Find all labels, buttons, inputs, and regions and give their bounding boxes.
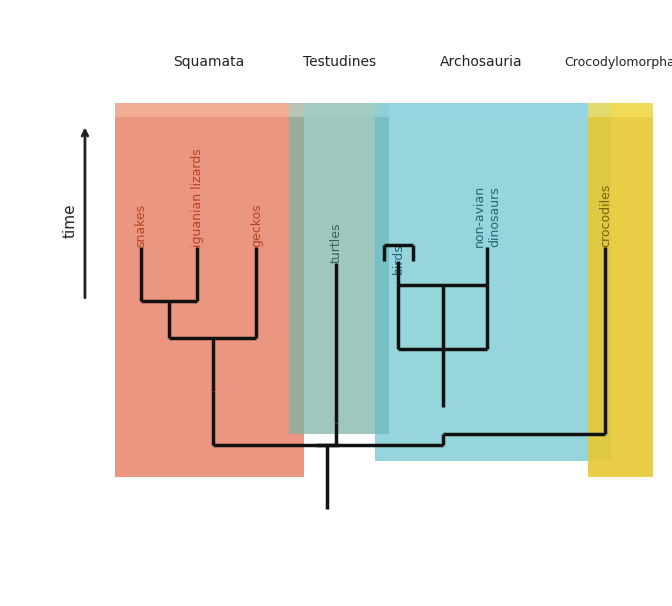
Text: Archosauria: Archosauria: [440, 55, 522, 68]
Bar: [375, 103, 612, 461]
Text: turtles: turtles: [330, 223, 343, 263]
Text: geckos: geckos: [250, 204, 263, 247]
Bar: [289, 103, 390, 434]
Text: iguanian lizards: iguanian lizards: [191, 148, 204, 247]
Text: crocodiles: crocodiles: [599, 184, 612, 247]
Bar: [375, 103, 612, 116]
Bar: [114, 103, 304, 116]
Text: Squamata: Squamata: [173, 55, 245, 68]
Text: snakes: snakes: [134, 204, 148, 247]
Bar: [587, 103, 653, 116]
Bar: [289, 103, 390, 116]
Bar: [114, 103, 304, 476]
Text: time: time: [62, 203, 78, 238]
Text: birds: birds: [392, 243, 405, 274]
Text: Crocodylomorpha: Crocodylomorpha: [564, 56, 672, 68]
Text: non-avian
dinosaurs: non-avian dinosaurs: [473, 185, 501, 247]
Bar: [587, 103, 653, 476]
Text: Testudines: Testudines: [302, 55, 376, 68]
